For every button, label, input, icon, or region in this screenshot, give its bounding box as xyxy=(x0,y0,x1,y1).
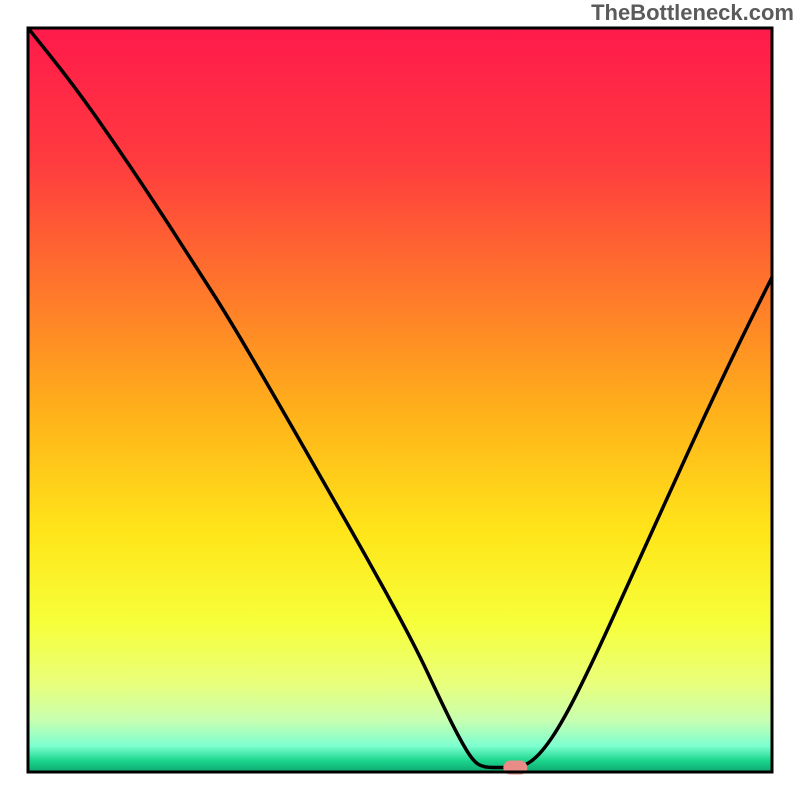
chart-container: TheBottleneck.com xyxy=(0,0,800,800)
bottleneck-curve-chart xyxy=(0,0,800,800)
gradient-background xyxy=(28,28,772,772)
watermark-text: TheBottleneck.com xyxy=(591,0,794,26)
